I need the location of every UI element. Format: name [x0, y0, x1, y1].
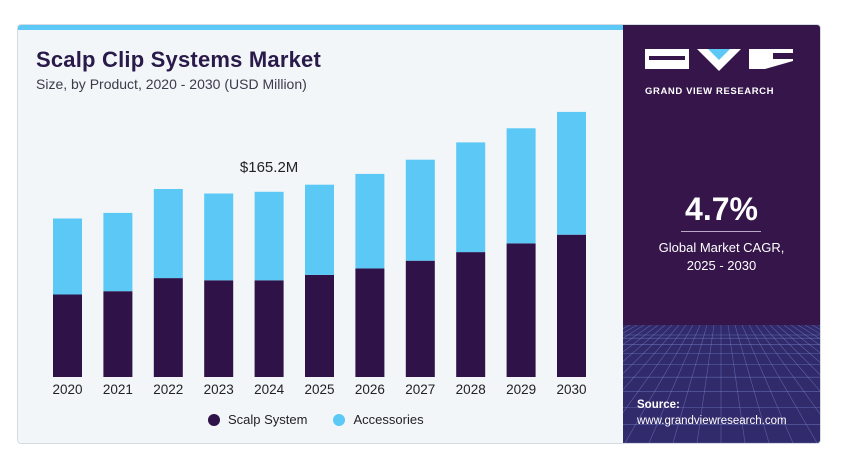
- sidebar-panel: GRAND VIEW RESEARCH 4.7% Global Market C…: [623, 25, 820, 443]
- x-tick-label-2025: 2025: [304, 382, 334, 397]
- logo-mark-icon: [645, 49, 793, 71]
- bar-scalp-system-2027: [405, 260, 435, 377]
- bar-scalp-system-2026: [355, 268, 385, 377]
- source-note: Source: www.grandviewresearch.com: [637, 397, 787, 429]
- cagr-label-line1: Global Market CAGR,: [658, 240, 785, 255]
- bar-scalp-system-2025: [305, 274, 334, 377]
- legend-label-accessories: Accessories: [353, 412, 424, 427]
- bar-accessories-2030: [557, 111, 586, 235]
- bar-scalp-system-2023: [204, 280, 234, 377]
- bar-accessories-2025: [305, 184, 334, 275]
- chart-panel: Scalp Clip Systems Market Size, by Produ…: [18, 30, 623, 443]
- bar-chart: 2020 2021 2022 2023 2024 2025 2026 2027 2028 2029…: [52, 111, 587, 397]
- bar-scalp-system-2021: [103, 291, 133, 377]
- x-tick-label-2024: 2024: [254, 382, 285, 397]
- x-tick-label-2021: 2021: [103, 382, 133, 397]
- bar-accessories-2028: [456, 142, 486, 253]
- accent-bar: [18, 25, 623, 30]
- bar-accessories-2026: [355, 173, 385, 269]
- bar-accessories-2023: [204, 193, 234, 281]
- bar-scalp-system-2020: [53, 294, 82, 377]
- legend-swatch-scalp-system: [208, 413, 220, 426]
- x-tick-label-2026: 2026: [355, 382, 385, 397]
- decorative-grid-graphic: [623, 325, 820, 443]
- brand-name: GRAND VIEW RESEARCH: [645, 86, 775, 97]
- bar-scalp-system-2024: [254, 280, 284, 377]
- brand-logo: GRAND VIEW RESEARCH: [645, 47, 795, 97]
- cagr-label-line2: 2025 - 2030: [686, 258, 757, 273]
- x-tick-label-2022: 2022: [153, 382, 183, 397]
- cagr-divider: [681, 231, 761, 232]
- x-tick-label-2028: 2028: [456, 382, 486, 397]
- x-tick-label-2029: 2029: [506, 382, 536, 397]
- bar-accessories-2024: [254, 191, 284, 281]
- source-label: Source:: [637, 399, 680, 411]
- bar-scalp-system-2028: [456, 252, 486, 377]
- bar-scalp-system-2022: [153, 278, 183, 377]
- chart-subtitle: Size, by Product, 2020 - 2030 (USD Milli…: [36, 76, 307, 92]
- bar-accessories-2020: [53, 218, 82, 295]
- bar-accessories-2027: [405, 159, 435, 261]
- x-tick-label-2023: 2023: [204, 382, 234, 397]
- bar-scalp-system-2029: [506, 243, 536, 377]
- source-url: www.grandviewresearch.com: [637, 415, 787, 427]
- infographic-card: Scalp Clip Systems Market Size, by Produ…: [17, 24, 821, 444]
- x-tick-label-2030: 2030: [556, 382, 586, 397]
- cagr-label: Global Market CAGR, 2025 - 2030: [623, 239, 820, 275]
- chart-legend: Scalp System Accessories: [208, 412, 450, 427]
- legend-item-accessories: Accessories: [333, 412, 424, 427]
- bar-scalp-system-2030: [557, 234, 586, 377]
- chart-title: Scalp Clip Systems Market: [36, 47, 322, 72]
- legend-label-scalp-system: Scalp System: [228, 412, 308, 427]
- bar-accessories-2029: [506, 128, 536, 244]
- bar-accessories-2021: [103, 212, 133, 292]
- annotation-label: $165.2M: [240, 159, 298, 176]
- x-tick-label-2020: 2020: [52, 382, 82, 397]
- cagr-value: 4.7%: [685, 191, 758, 227]
- legend-item-scalp-system: Scalp System: [208, 412, 307, 427]
- legend-swatch-accessories: [333, 413, 346, 426]
- bar-accessories-2022: [153, 189, 183, 279]
- x-tick-label-2027: 2027: [405, 382, 435, 397]
